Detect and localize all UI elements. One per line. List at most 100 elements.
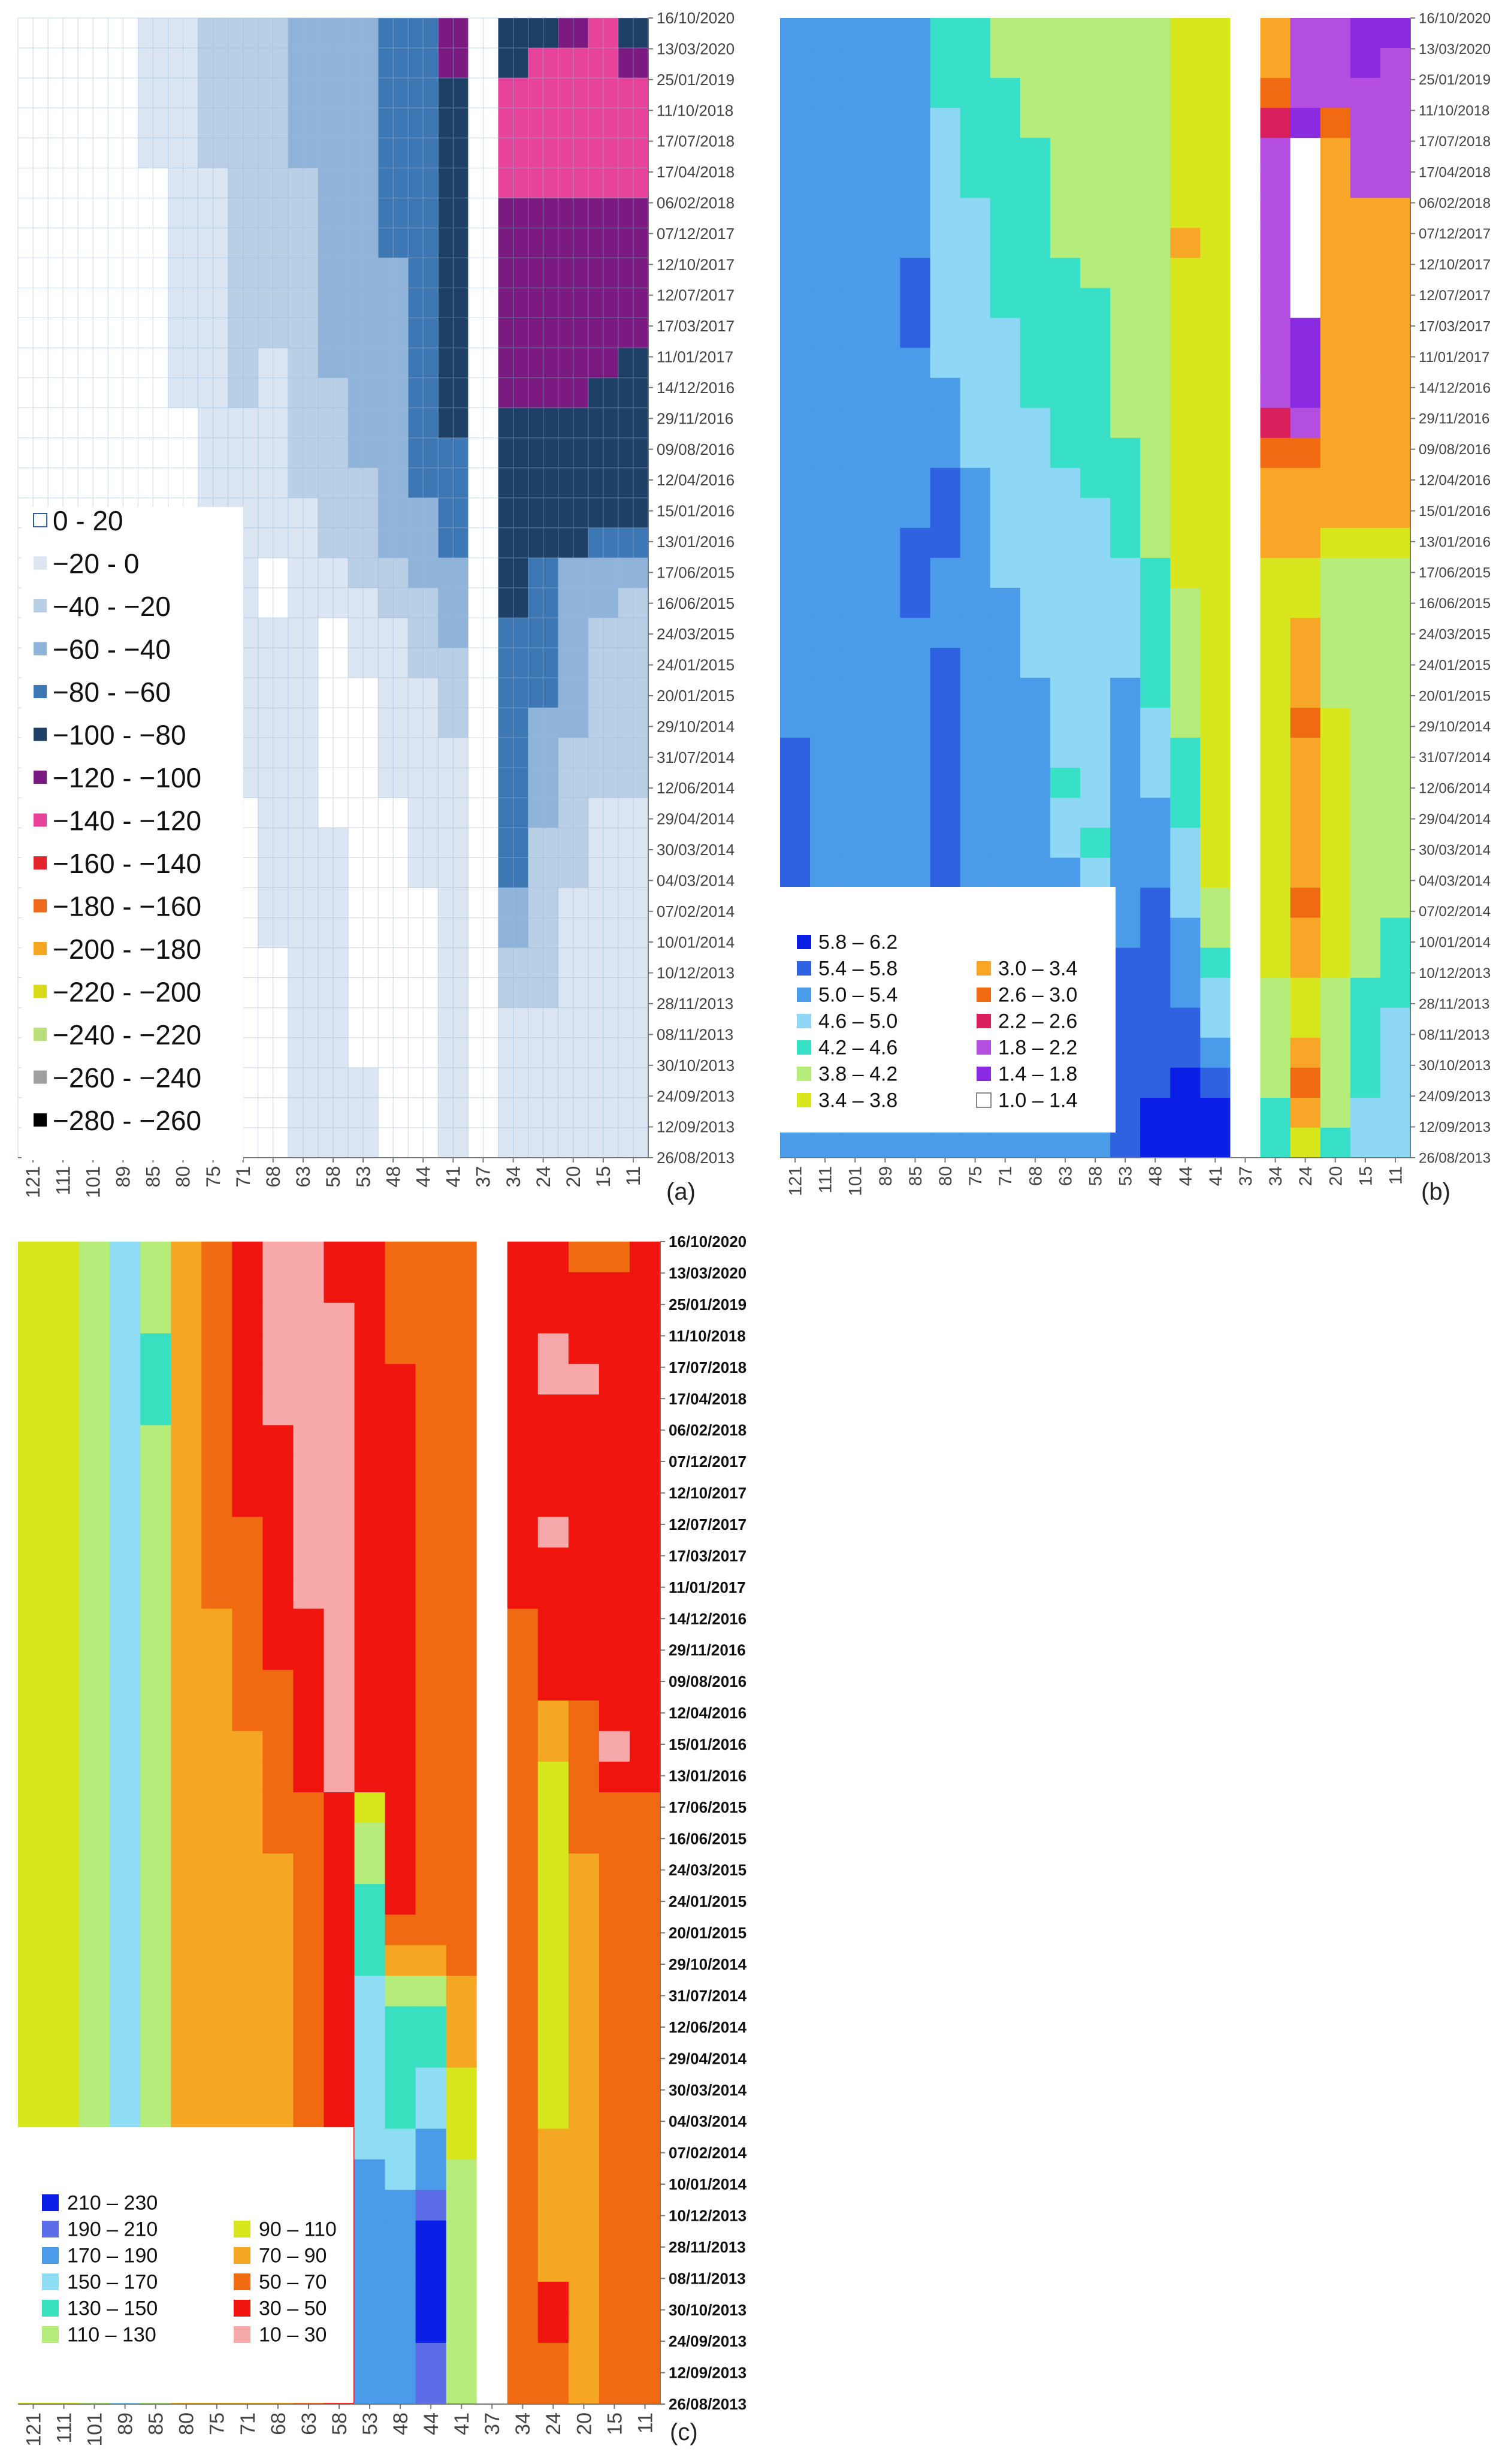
date-tick-label: 20/01/2015 bbox=[1419, 688, 1491, 704]
heatmap-cell bbox=[900, 378, 931, 409]
heatmap-cell bbox=[385, 1884, 416, 1915]
heatmap-cell bbox=[385, 1517, 416, 1548]
heatmap-cell bbox=[507, 1242, 539, 1273]
heatmap-cell bbox=[354, 1456, 386, 1487]
legend-swatch bbox=[234, 2221, 250, 2237]
heatmap-cell bbox=[18, 1608, 49, 1640]
position-tick-label: 34 bbox=[512, 2412, 534, 2435]
heatmap-cell bbox=[507, 1394, 539, 1426]
heatmap-cell bbox=[1170, 407, 1201, 439]
heatmap-cell bbox=[1200, 378, 1231, 409]
heatmap-cell bbox=[1080, 467, 1111, 499]
gap-cell bbox=[1230, 1097, 1261, 1128]
heatmap-cell bbox=[1350, 348, 1381, 379]
heatmap-cell bbox=[171, 1608, 202, 1640]
heatmap-cell bbox=[385, 1700, 416, 1732]
heatmap-cell bbox=[1290, 887, 1321, 919]
heatmap-cell bbox=[1110, 138, 1141, 168]
heatmap-cell bbox=[1260, 977, 1291, 1008]
position-tick-label: 53 bbox=[359, 2412, 382, 2435]
gap-cell bbox=[1230, 78, 1261, 108]
heatmap-cell bbox=[262, 1456, 294, 1487]
heatmap-cell bbox=[780, 228, 811, 259]
heatmap-cell bbox=[780, 738, 811, 768]
heatmap-cell bbox=[324, 1303, 355, 1334]
heatmap-cell bbox=[1320, 48, 1351, 78]
heatmap-cell bbox=[446, 1761, 478, 1793]
heatmap-cell bbox=[1260, 378, 1291, 409]
heatmap-cell bbox=[1350, 798, 1381, 829]
heatmap-cell bbox=[324, 2037, 355, 2069]
heatmap-cell bbox=[629, 1272, 661, 1303]
heatmap-cell bbox=[385, 1456, 416, 1487]
heatmap-cell bbox=[324, 1364, 355, 1395]
heatmap-cell bbox=[780, 527, 811, 558]
heatmap-cell bbox=[1140, 947, 1171, 979]
heatmap-cell bbox=[1320, 437, 1351, 469]
heatmap-cell bbox=[900, 708, 931, 738]
heatmap-cell bbox=[1380, 917, 1411, 949]
heatmap-cell bbox=[110, 1303, 141, 1334]
heatmap-cell bbox=[79, 2098, 110, 2130]
heatmap-cell bbox=[446, 1272, 478, 1303]
heatmap-cell bbox=[1050, 857, 1081, 889]
heatmap-cell bbox=[1290, 768, 1321, 798]
legend-swatch bbox=[977, 988, 991, 1002]
heatmap-cell bbox=[1110, 198, 1141, 228]
heatmap-cell bbox=[140, 2067, 171, 2099]
heatmap-cell bbox=[1350, 1127, 1381, 1158]
heatmap-cell bbox=[1110, 678, 1141, 708]
heatmap-cell bbox=[1020, 557, 1051, 588]
heatmap-cell bbox=[415, 1639, 447, 1671]
legend-swatch bbox=[797, 1067, 811, 1081]
heatmap-cell bbox=[870, 378, 900, 409]
gap-cell bbox=[476, 1333, 508, 1364]
heatmap-cell bbox=[110, 2067, 141, 2099]
heatmap-cell bbox=[79, 1823, 110, 1854]
heatmap-cell bbox=[1320, 348, 1351, 379]
heatmap-cell bbox=[293, 1792, 325, 1823]
heatmap-cell bbox=[537, 1303, 569, 1334]
heatmap-cell bbox=[568, 2159, 600, 2191]
heatmap-cell bbox=[599, 1945, 630, 1976]
heatmap-cell bbox=[1290, 78, 1321, 108]
date-tick-label: 17/07/2018 bbox=[657, 132, 735, 150]
gap-cell bbox=[476, 2281, 508, 2313]
heatmap-cell bbox=[232, 1639, 263, 1671]
heatmap-cell bbox=[140, 1425, 171, 1456]
heatmap-cell bbox=[446, 1700, 478, 1732]
heatmap-cell bbox=[1020, 828, 1051, 859]
heatmap-cell bbox=[1170, 588, 1201, 618]
heatmap-cell bbox=[446, 1394, 478, 1426]
heatmap-cell bbox=[49, 1945, 80, 1976]
heatmap-cell bbox=[1170, 648, 1201, 678]
legend-label: 210 – 230 bbox=[67, 2191, 158, 2214]
heatmap-cell bbox=[79, 1976, 110, 2007]
heatmap-cell bbox=[1350, 1067, 1381, 1098]
heatmap-cell bbox=[629, 2281, 661, 2313]
heatmap-cell bbox=[507, 1547, 539, 1579]
heatmap-cell bbox=[930, 497, 961, 529]
heatmap-cell bbox=[385, 1945, 416, 1976]
heatmap-cell bbox=[1110, 407, 1141, 439]
heatmap-cell bbox=[324, 1700, 355, 1732]
heatmap-cell bbox=[324, 1853, 355, 1885]
legend-label: 90 – 110 bbox=[259, 2218, 337, 2240]
heatmap-cell bbox=[415, 2190, 447, 2221]
date-tick-label: 10/01/2014 bbox=[669, 2175, 747, 2193]
heatmap-cell bbox=[140, 1884, 171, 1915]
heatmap-cell bbox=[354, 1364, 386, 1395]
heatmap-cell bbox=[810, 857, 841, 889]
heatmap-cell bbox=[1050, 1127, 1081, 1158]
heatmap-cell bbox=[568, 1608, 600, 1640]
heatmap-cell bbox=[293, 1272, 325, 1303]
heatmap-cell bbox=[1350, 708, 1381, 738]
date-tick-label: 08/11/2013 bbox=[1419, 1027, 1489, 1043]
heatmap-cell bbox=[870, 18, 900, 49]
heatmap-cell bbox=[930, 557, 961, 588]
heatmap-cell bbox=[446, 2006, 478, 2037]
heatmap-cell bbox=[780, 407, 811, 439]
heatmap-cell bbox=[930, 648, 961, 678]
position-tick-label: 63 bbox=[298, 2412, 321, 2435]
gap-cell bbox=[476, 1669, 508, 1701]
